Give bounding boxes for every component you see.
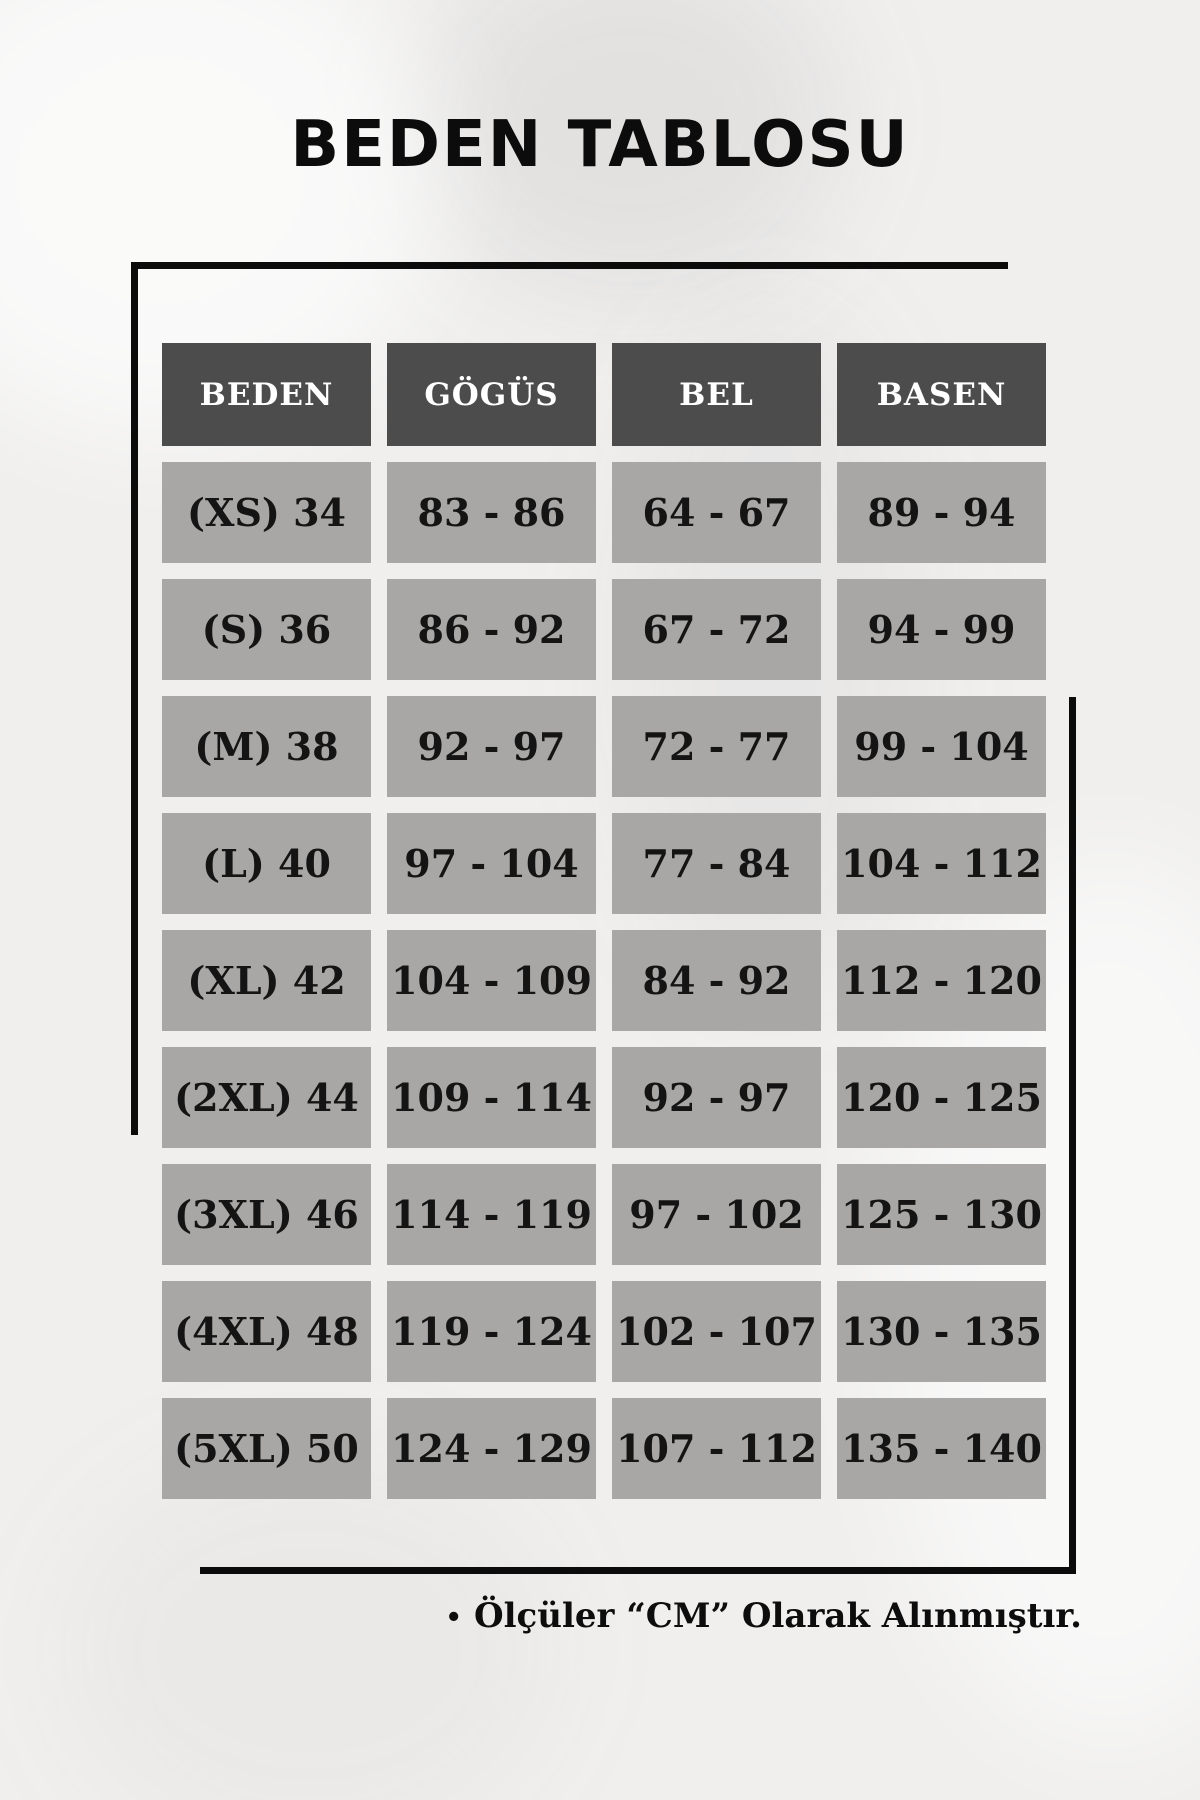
measurement-cell: 135 - 140 xyxy=(837,1398,1046,1499)
size-label-cell: (4XL) 48 xyxy=(162,1281,371,1382)
header-cell-beden: BEDEN xyxy=(162,343,371,446)
size-label-cell: (L) 40 xyxy=(162,813,371,914)
measurement-cell: 104 - 109 xyxy=(387,930,596,1031)
size-label-cell: (XL) 42 xyxy=(162,930,371,1031)
measurement-cell: 89 - 94 xyxy=(837,462,1046,563)
decorative-line-right xyxy=(1069,697,1076,1574)
measurement-cell: 114 - 119 xyxy=(387,1164,596,1265)
measurement-cell: 64 - 67 xyxy=(612,462,821,563)
measurement-cell: 120 - 125 xyxy=(837,1047,1046,1148)
measurement-cell: 92 - 97 xyxy=(612,1047,821,1148)
measurement-cell: 84 - 92 xyxy=(612,930,821,1031)
measurement-cell: 86 - 92 xyxy=(387,579,596,680)
header-cell-bel: BEL xyxy=(612,343,821,446)
size-label-cell: (5XL) 50 xyxy=(162,1398,371,1499)
measurement-cell: 67 - 72 xyxy=(612,579,821,680)
measurement-cell: 107 - 112 xyxy=(612,1398,821,1499)
measurement-cell: 83 - 86 xyxy=(387,462,596,563)
size-label-cell: (XS) 34 xyxy=(162,462,371,563)
measurement-cell: 104 - 112 xyxy=(837,813,1046,914)
measurement-cell: 112 - 120 xyxy=(837,930,1046,1031)
measurement-note: • Ölçüler “CM” Olarak Alınmıştır. xyxy=(445,1596,1082,1636)
measurement-cell: 77 - 84 xyxy=(612,813,821,914)
header-cell-basen: BASEN xyxy=(837,343,1046,446)
header-cell-gögüs: GÖGÜS xyxy=(387,343,596,446)
measurement-cell: 109 - 114 xyxy=(387,1047,596,1148)
decorative-line-top xyxy=(131,262,1008,269)
size-label-cell: (S) 36 xyxy=(162,579,371,680)
measurement-cell: 97 - 102 xyxy=(612,1164,821,1265)
note-text: Ölçüler “CM” Olarak Alınmıştır. xyxy=(473,1596,1082,1636)
measurement-cell: 102 - 107 xyxy=(612,1281,821,1382)
decorative-line-bottom xyxy=(200,1567,1076,1574)
measurement-cell: 130 - 135 xyxy=(837,1281,1046,1382)
measurement-cell: 92 - 97 xyxy=(387,696,596,797)
note-bullet: • xyxy=(445,1603,462,1633)
size-table: BEDEN GÖGÜS BEL BASEN (XS) 34 83 - 86 64 - 67 8… xyxy=(162,343,1046,1499)
measurement-cell: 125 - 130 xyxy=(837,1164,1046,1265)
measurement-cell: 72 - 77 xyxy=(612,696,821,797)
measurement-cell: 99 - 104 xyxy=(837,696,1046,797)
decorative-line-left xyxy=(131,262,138,1135)
size-label-cell: (2XL) 44 xyxy=(162,1047,371,1148)
measurement-cell: 124 - 129 xyxy=(387,1398,596,1499)
measurement-cell: 97 - 104 xyxy=(387,813,596,914)
measurement-cell: 94 - 99 xyxy=(837,579,1046,680)
size-label-cell: (3XL) 46 xyxy=(162,1164,371,1265)
size-label-cell: (M) 38 xyxy=(162,696,371,797)
page-title: BEDEN TABLOSU xyxy=(290,108,910,182)
measurement-cell: 119 - 124 xyxy=(387,1281,596,1382)
